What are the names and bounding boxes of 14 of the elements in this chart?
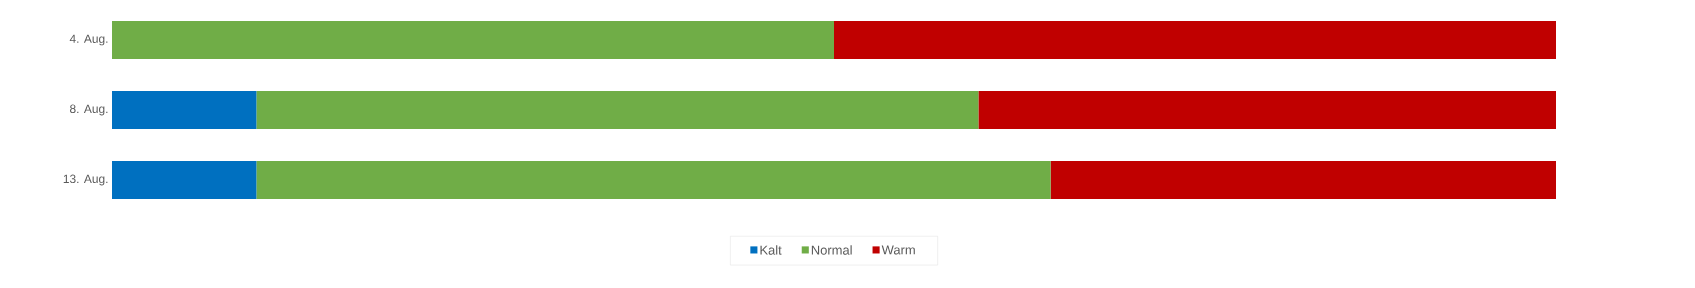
bar (1050, 161, 1557, 199)
bar (256, 91, 979, 129)
bar (112, 161, 257, 199)
bar (112, 21, 834, 59)
legend-label: Kalt (760, 245, 782, 255)
bar (978, 91, 1557, 129)
y-tick-label: 8. Aug. (70, 104, 108, 116)
legend-label: Warm (881, 245, 915, 255)
y-tick-label: 4. Aug. (69, 34, 108, 46)
bar (256, 161, 1051, 199)
legend-label: Normal (811, 245, 852, 255)
y-tick-label: 13. Aug. (63, 174, 108, 186)
bar (834, 21, 1557, 59)
bar (112, 91, 257, 129)
